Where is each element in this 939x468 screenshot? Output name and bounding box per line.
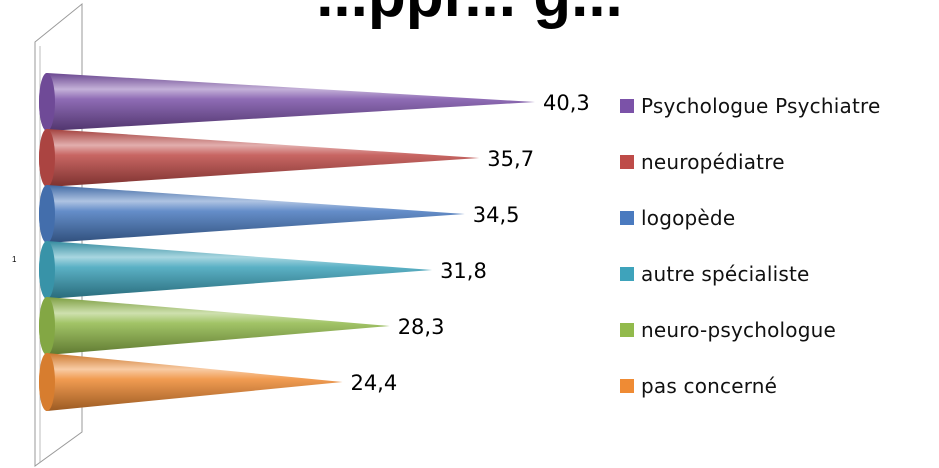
cone-base-1 [39,73,55,131]
plot-back-wall-outline [34,2,83,467]
cone-bar-2 [39,129,480,187]
cone-bar-6 [39,353,343,411]
cone-base-2 [39,129,55,187]
cone-base-6 [39,353,55,411]
cone-base-3 [39,185,55,243]
cone-bar-4 [39,241,433,299]
plot-area: 1 40,3 35,7 34,5 31,8 28,3 24,4 [12,2,590,467]
legend-swatch [620,155,634,169]
legend-label: autre spécialiste [641,262,810,286]
legend-swatch [620,267,634,281]
legend-item-4: autre spécialiste [620,258,810,290]
legend-item-5: neuro-psychologue [620,314,836,346]
legend-label: logopède [641,206,736,230]
legend-item-2: neuropédiatre [620,146,785,178]
data-label-4: 31,8 [440,259,487,283]
legend-swatch [620,99,634,113]
cone-bar-1 [39,73,535,131]
cone-base-5 [39,297,55,355]
data-label-5: 28,3 [398,315,445,339]
chart-title: ...ppr... g... [0,0,939,31]
cone-base-4 [39,241,55,299]
category-axis-label: 1 [12,255,17,264]
legend-swatch [620,323,634,337]
legend-item-1: Psychologue Psychiatre [620,90,880,122]
legend-label: neuro-psychologue [641,318,836,342]
legend-label: pas concerné [641,374,778,398]
cone-bar-3 [39,185,465,243]
data-label-3: 34,5 [473,203,520,227]
legend-label: Psychologue Psychiatre [641,94,881,118]
legend-label: neuropédiatre [641,150,785,174]
legend-item-6: pas concerné [620,370,777,402]
legend-swatch [620,211,634,225]
data-label-6: 24,4 [350,371,397,395]
legend-swatch [620,379,634,393]
data-label-1: 40,3 [543,91,590,115]
legend-item-3: logopède [620,202,735,234]
cone-bar-5 [39,297,390,355]
data-label-2: 35,7 [487,147,534,171]
